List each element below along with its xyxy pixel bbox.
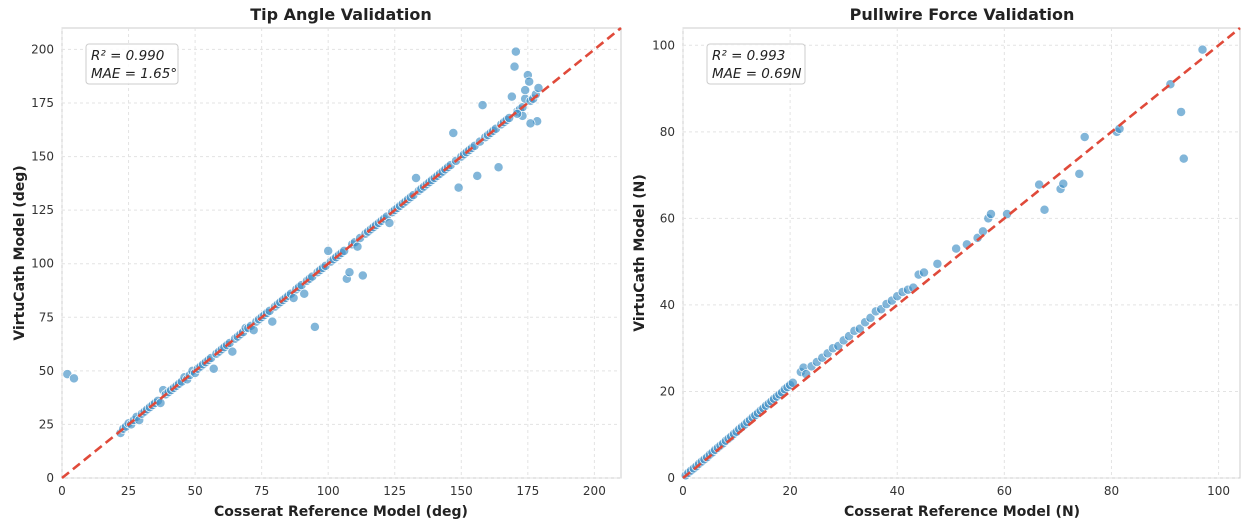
data-point bbox=[155, 398, 166, 408]
data-point bbox=[69, 373, 79, 384]
y-tick-labels: 0 20 40 60 80 100 bbox=[652, 38, 675, 485]
data-point bbox=[919, 267, 929, 278]
data-point bbox=[323, 245, 334, 256]
data-points bbox=[680, 44, 1208, 481]
data-point bbox=[509, 61, 520, 72]
y-tick-label: 75 bbox=[39, 310, 54, 324]
data-point bbox=[1178, 153, 1189, 164]
data-point bbox=[288, 293, 299, 303]
x-tick-label: 20 bbox=[782, 484, 797, 498]
data-point bbox=[472, 170, 483, 181]
data-point bbox=[267, 316, 278, 327]
data-point bbox=[865, 312, 876, 323]
data-point bbox=[854, 323, 865, 334]
chart-title: Pullwire Force Validation bbox=[850, 5, 1075, 24]
x-tick-label: 75 bbox=[254, 484, 269, 498]
y-tick-label: 0 bbox=[667, 471, 675, 485]
data-point bbox=[411, 173, 421, 183]
data-point bbox=[384, 218, 395, 228]
data-point bbox=[1176, 106, 1187, 117]
y-tick-label: 20 bbox=[660, 384, 675, 398]
x-tick-label: 50 bbox=[187, 484, 202, 498]
data-point bbox=[524, 76, 535, 87]
x-tick-label: 200 bbox=[583, 484, 606, 498]
x-tick-label: 100 bbox=[1207, 484, 1230, 498]
x-axis-label: Cosserat Reference Model (deg) bbox=[214, 504, 468, 520]
data-point bbox=[932, 258, 943, 269]
stats-box bbox=[706, 43, 806, 85]
data-point bbox=[510, 46, 521, 57]
grid-lines bbox=[61, 28, 621, 479]
x-tick-label: 0 bbox=[679, 484, 687, 498]
data-point bbox=[525, 118, 536, 129]
x-tick-label: 0 bbox=[58, 484, 66, 498]
x-tick-labels: 0 20 40 60 80 100 bbox=[679, 484, 1230, 498]
data-point bbox=[951, 243, 962, 254]
tip-angle-panel: 0 25 50 75 100 125 150 175 200 0 25 50 75 100 125 150 1… bbox=[12, 5, 622, 520]
data-point bbox=[520, 85, 531, 96]
data-point bbox=[1058, 178, 1069, 189]
data-point bbox=[787, 377, 798, 388]
x-tick-label: 80 bbox=[1104, 484, 1119, 498]
chart-title: Tip Angle Validation bbox=[250, 5, 432, 24]
data-point bbox=[352, 241, 363, 252]
y-tick-label: 125 bbox=[31, 203, 54, 217]
data-point bbox=[533, 83, 544, 93]
y-tick-label: 150 bbox=[31, 150, 54, 164]
data-point bbox=[453, 182, 464, 193]
x-tick-label: 175 bbox=[516, 484, 539, 498]
data-point bbox=[986, 209, 996, 220]
data-points bbox=[62, 46, 544, 438]
y-tick-label: 175 bbox=[31, 96, 54, 110]
y-tick-label: 0 bbox=[46, 471, 54, 485]
y-tick-label: 80 bbox=[660, 125, 675, 139]
data-point bbox=[227, 346, 238, 357]
y-tick-label: 60 bbox=[660, 211, 675, 225]
x-tick-label: 125 bbox=[383, 484, 406, 498]
data-point bbox=[493, 162, 504, 173]
stats-box bbox=[85, 43, 179, 85]
r2-stat: R² = 0.993 bbox=[712, 48, 785, 64]
x-tick-labels: 0 25 50 75 100 125 150 175 200 bbox=[58, 484, 606, 498]
y-tick-label: 50 bbox=[39, 364, 54, 378]
y-axis-label: VirtuCath Model (deg) bbox=[12, 165, 28, 340]
data-point bbox=[309, 321, 320, 332]
y-tick-label: 40 bbox=[660, 298, 675, 312]
y-axis-label: VirtuCath Model (N) bbox=[632, 174, 648, 331]
x-tick-label: 25 bbox=[121, 484, 136, 498]
r2-stat: R² = 0.990 bbox=[91, 48, 164, 64]
x-axis-label: Cosserat Reference Model (N) bbox=[844, 504, 1080, 520]
data-point bbox=[208, 363, 219, 374]
data-point bbox=[1079, 132, 1090, 142]
identity-line bbox=[682, 26, 1241, 480]
y-tick-labels: 0 25 50 75 100 125 150 175 200 bbox=[31, 42, 54, 485]
y-tick-label: 25 bbox=[39, 417, 54, 431]
data-point bbox=[448, 128, 459, 138]
x-tick-label: 150 bbox=[450, 484, 473, 498]
pullwire-force-panel: 0 20 40 60 80 100 0 20 40 60 80 100 Pullwire Force… bbox=[632, 5, 1241, 520]
data-point bbox=[299, 288, 310, 299]
data-point bbox=[1039, 204, 1050, 215]
identity-line bbox=[61, 26, 622, 480]
data-point bbox=[1074, 168, 1085, 179]
mae-stat: MAE = 1.65° bbox=[91, 66, 177, 82]
data-point bbox=[357, 270, 368, 281]
y-tick-label: 200 bbox=[31, 42, 54, 56]
x-tick-label: 60 bbox=[997, 484, 1012, 498]
mae-stat: MAE = 0.69N bbox=[712, 66, 801, 82]
data-point bbox=[1034, 179, 1045, 190]
x-tick-label: 40 bbox=[890, 484, 905, 498]
y-tick-label: 100 bbox=[31, 257, 54, 271]
data-point bbox=[477, 100, 488, 111]
data-point bbox=[1197, 44, 1208, 55]
x-tick-label: 100 bbox=[317, 484, 340, 498]
data-point bbox=[344, 267, 355, 278]
data-point bbox=[506, 91, 517, 102]
y-tick-label: 100 bbox=[652, 38, 675, 52]
